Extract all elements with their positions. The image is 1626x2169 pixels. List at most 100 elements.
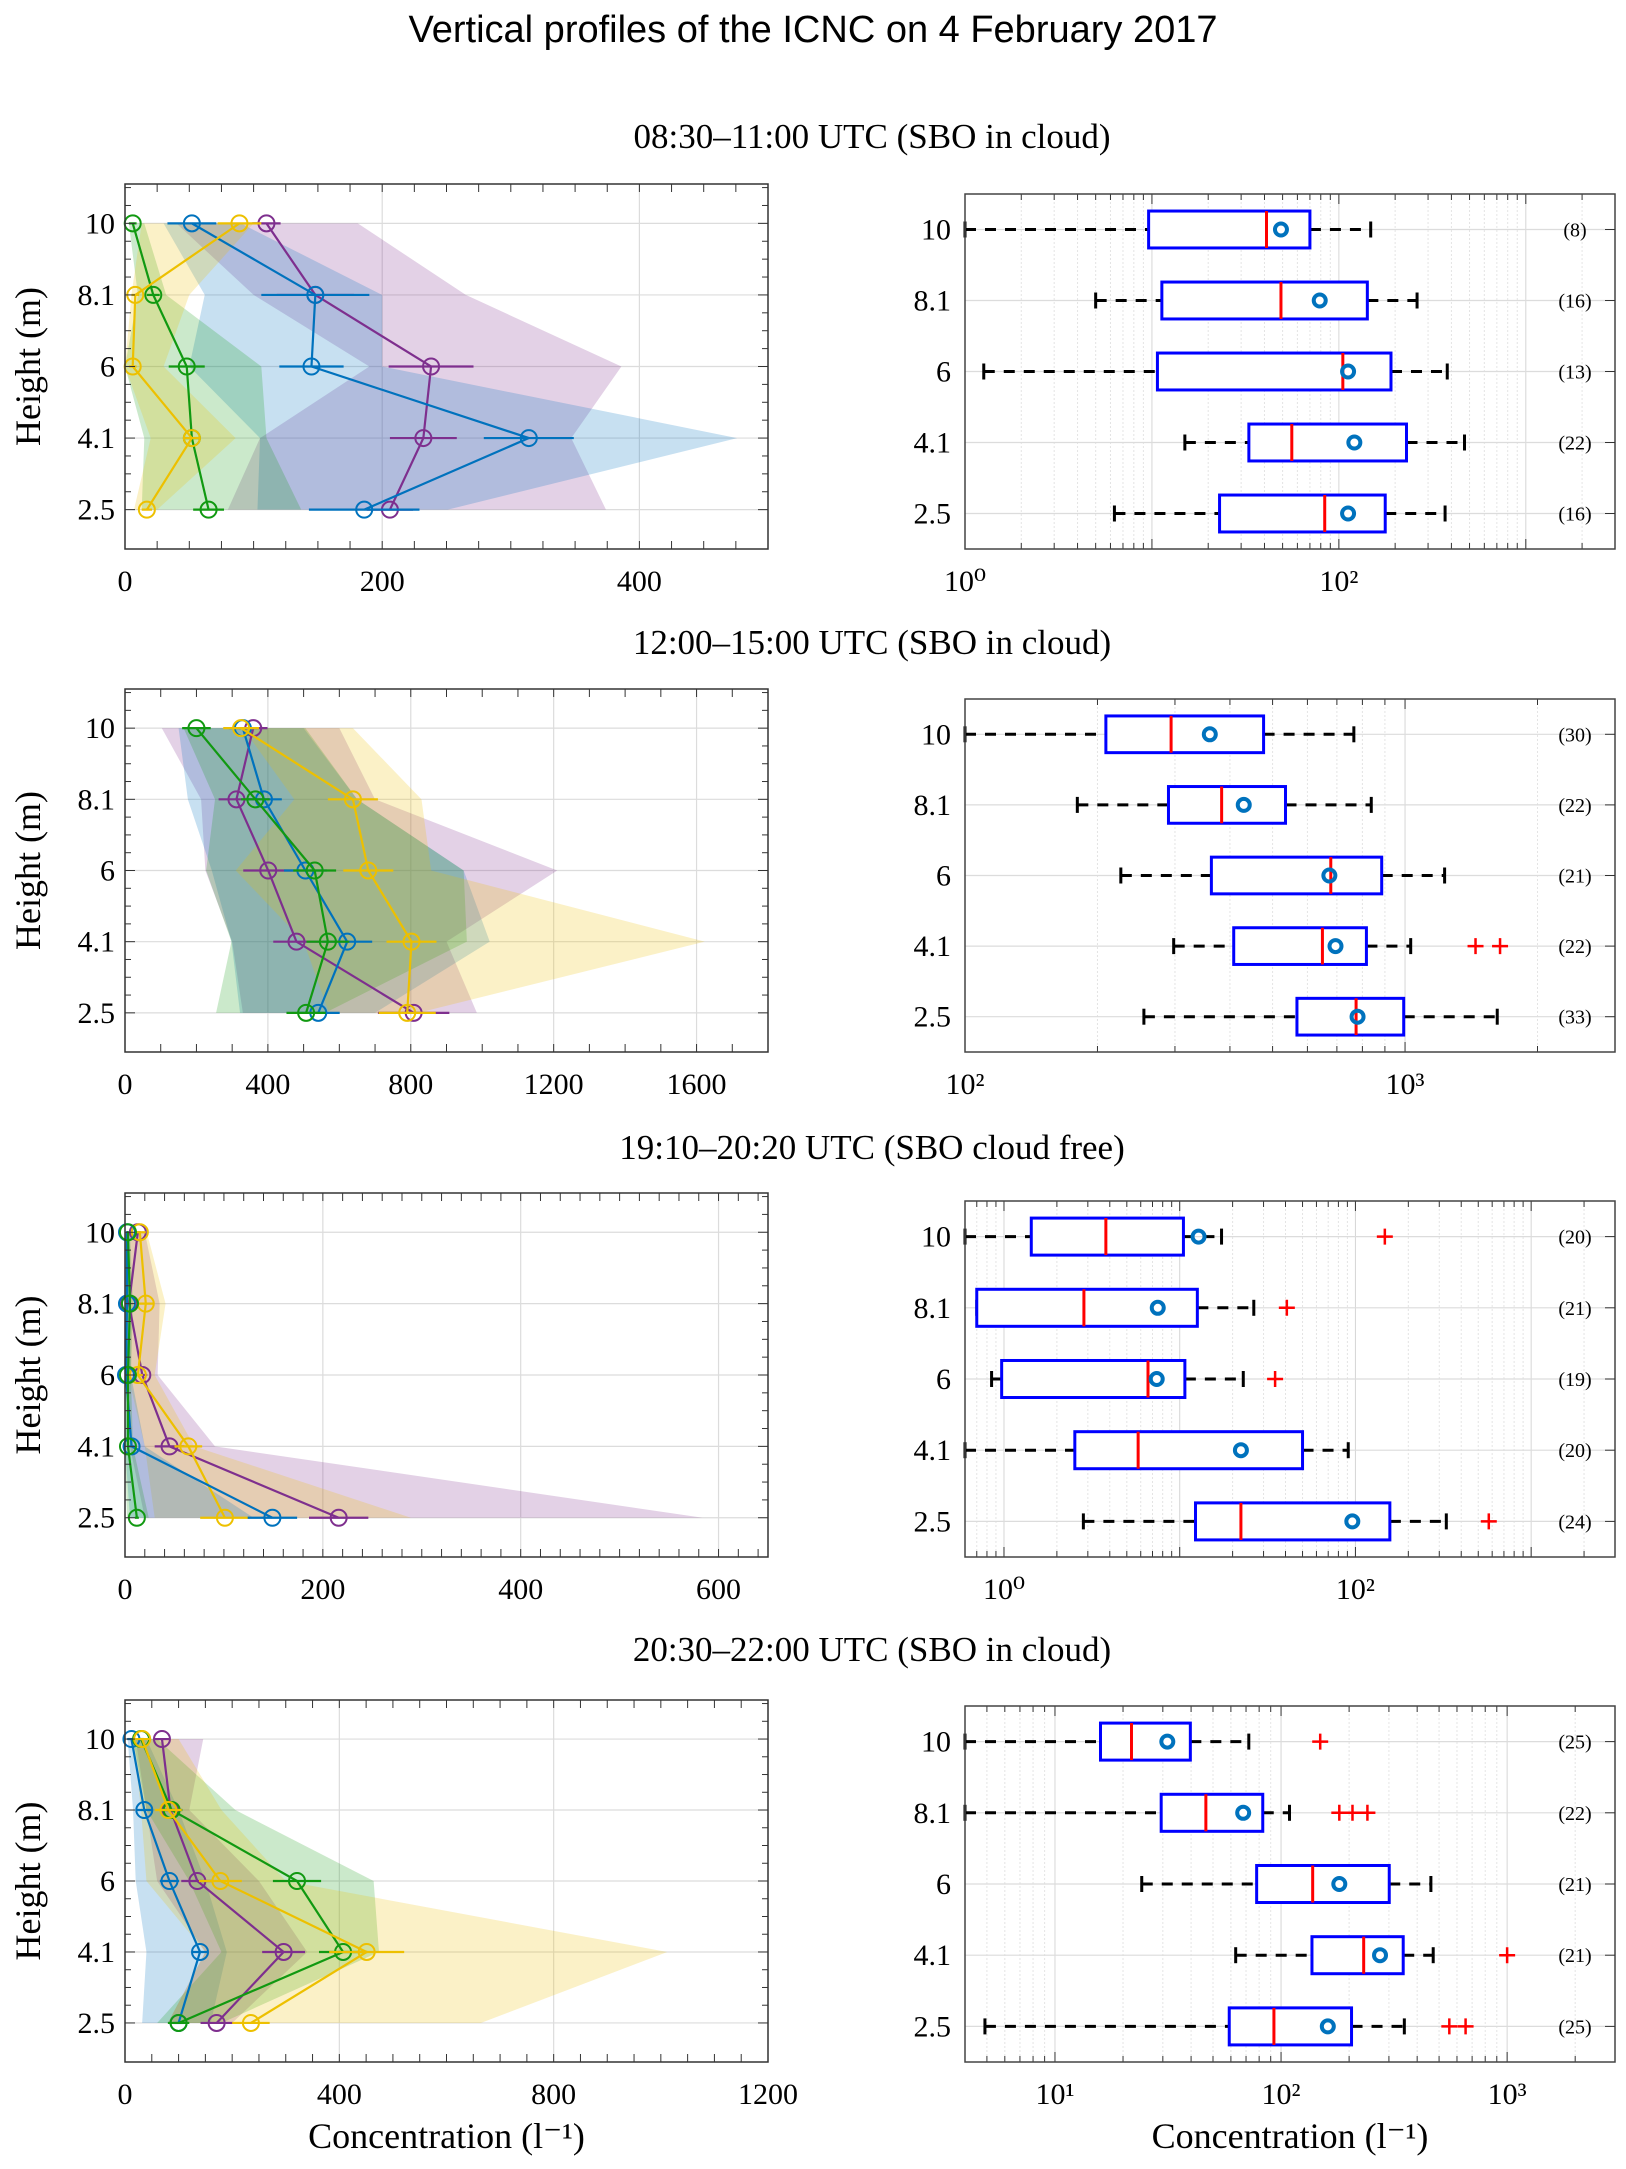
y-tick-label: 10 <box>921 214 951 247</box>
y-tick-label: 4.1 <box>914 1939 952 1972</box>
profile-panel: 19:10–20:20 UTC (SBO cloud free) 0 200 400 6… <box>8 1128 1125 1606</box>
data-point <box>519 429 538 448</box>
y-tick-label: 10 <box>85 1723 115 1756</box>
mean-marker <box>1349 1008 1366 1025</box>
data-point <box>232 719 251 738</box>
y-tick-label: 6 <box>936 860 951 893</box>
outlier-marker <box>1480 1513 1497 1530</box>
data-point <box>120 1294 139 1313</box>
sample-count: (25) <box>1558 2016 1591 2038</box>
x-tick-label: 1200 <box>738 2078 798 2111</box>
data-point <box>297 1003 316 1022</box>
data-point <box>177 357 196 376</box>
data-point <box>287 932 306 951</box>
mean-marker <box>1232 1442 1249 1459</box>
sample-count: (30) <box>1558 724 1591 746</box>
y-tick-label: 6 <box>936 356 951 389</box>
sample-count: (13) <box>1558 362 1591 384</box>
iqr-box <box>1227 2006 1354 2047</box>
iqr-box <box>1147 209 1312 250</box>
iqr-box <box>1166 785 1288 825</box>
y-tick-label: 2.5 <box>78 494 116 527</box>
sample-count: (22) <box>1558 433 1591 455</box>
boxplot-panel: (8) (16) (13) (22) (16) 10 8.1 6 4.1 2.5 10⁰ 10² <box>914 193 1616 598</box>
data-point <box>135 1801 154 1820</box>
data-point <box>241 2013 260 2032</box>
x-tick-label: 200 <box>300 1573 345 1606</box>
y-tick-label: 4.1 <box>914 1434 952 1467</box>
y-tick-label: 8.1 <box>78 279 116 312</box>
x-tick-label: 200 <box>360 565 405 598</box>
sample-count: (19) <box>1558 1369 1591 1391</box>
iqr-box <box>1155 351 1393 392</box>
y-tick-label: 8.1 <box>78 783 116 816</box>
iqr-box <box>1255 1863 1391 1905</box>
y-tick-label: 6 <box>936 1363 951 1396</box>
outlier-marker <box>1267 1371 1284 1387</box>
x-tick-label: 400 <box>317 2078 362 2111</box>
data-point <box>182 214 201 233</box>
data-point <box>230 214 249 233</box>
iqr-box <box>1232 926 1368 966</box>
profile-panel: 20:30–22:00 UTC (SBO in cloud) 0 400 800 120… <box>8 1630 1111 2156</box>
x-tick-label: 0 <box>118 1573 133 1606</box>
x-tick-label: 1600 <box>667 1068 727 1101</box>
outlier-marker <box>1441 2018 1458 2035</box>
y-tick-label: 10 <box>85 712 115 745</box>
x-tick-label: 10² <box>946 1068 985 1101</box>
boxplot-panel: (20) (21) (19) (20) (24) 10 8.1 6 4.1 2.5 10⁰ 10² <box>914 1200 1616 1606</box>
spread-band <box>125 223 302 510</box>
iqr-box <box>1159 1792 1265 1833</box>
data-point <box>207 2013 226 2032</box>
iqr-box <box>1247 422 1408 463</box>
x-tick-label: 10¹ <box>1035 2078 1074 2111</box>
data-point <box>422 357 441 376</box>
panel-title: 12:00–15:00 UTC (SBO in cloud) <box>633 623 1111 662</box>
x-tick-label: 600 <box>696 1573 741 1606</box>
sample-count: (24) <box>1558 1511 1591 1533</box>
x-tick-label: 0 <box>118 2078 133 2111</box>
data-point <box>329 1508 348 1527</box>
y-tick-label: 6 <box>100 1865 115 1898</box>
spread-band <box>125 1232 703 1518</box>
y-tick-label: 4.1 <box>914 427 952 460</box>
sample-count: (22) <box>1558 936 1591 958</box>
y-tick-label: 6 <box>100 855 115 888</box>
iqr-box <box>1073 1430 1305 1471</box>
x-tick-label: 10⁰ <box>983 1573 1025 1606</box>
x-tick-label: 800 <box>531 2078 576 2111</box>
mean-marker <box>1321 867 1338 884</box>
iqr-box <box>1098 1721 1192 1762</box>
data-point <box>169 2013 188 2032</box>
data-point <box>274 1942 293 1961</box>
spread-band <box>133 1739 379 2023</box>
mean-marker <box>1340 363 1357 380</box>
outlier-marker <box>1457 2018 1474 2035</box>
outlier-marker <box>1492 938 1509 955</box>
data-point <box>144 285 163 304</box>
y-tick-label: 2.5 <box>914 1001 952 1034</box>
outlier-marker <box>1344 1804 1361 1821</box>
iqr-box <box>1194 1501 1392 1542</box>
data-point <box>263 1508 282 1527</box>
outlier-marker <box>1278 1299 1295 1316</box>
y-tick-label: 6 <box>100 351 115 384</box>
data-point <box>160 1872 179 1890</box>
y-tick-label: 4.1 <box>78 1936 116 1969</box>
spread-band <box>127 1232 411 1518</box>
data-point <box>305 861 324 880</box>
y-tick-label: 2.5 <box>914 1505 952 1538</box>
y-tick-label: 4.1 <box>78 422 116 455</box>
sample-count: (16) <box>1558 504 1591 526</box>
sample-count: (21) <box>1558 1945 1591 1967</box>
data-point <box>343 790 362 809</box>
data-point <box>357 1942 376 1961</box>
data-point <box>259 861 278 880</box>
sample-count: (21) <box>1558 1298 1591 1320</box>
x-axis-label: Concentration (l⁻¹) <box>1152 2116 1429 2156</box>
y-tick-label: 2.5 <box>78 1502 116 1535</box>
iqr-box <box>1000 1358 1187 1400</box>
mean-marker <box>1190 1228 1207 1245</box>
y-axis-label: Height (m) <box>8 287 48 446</box>
data-point <box>152 1730 171 1749</box>
